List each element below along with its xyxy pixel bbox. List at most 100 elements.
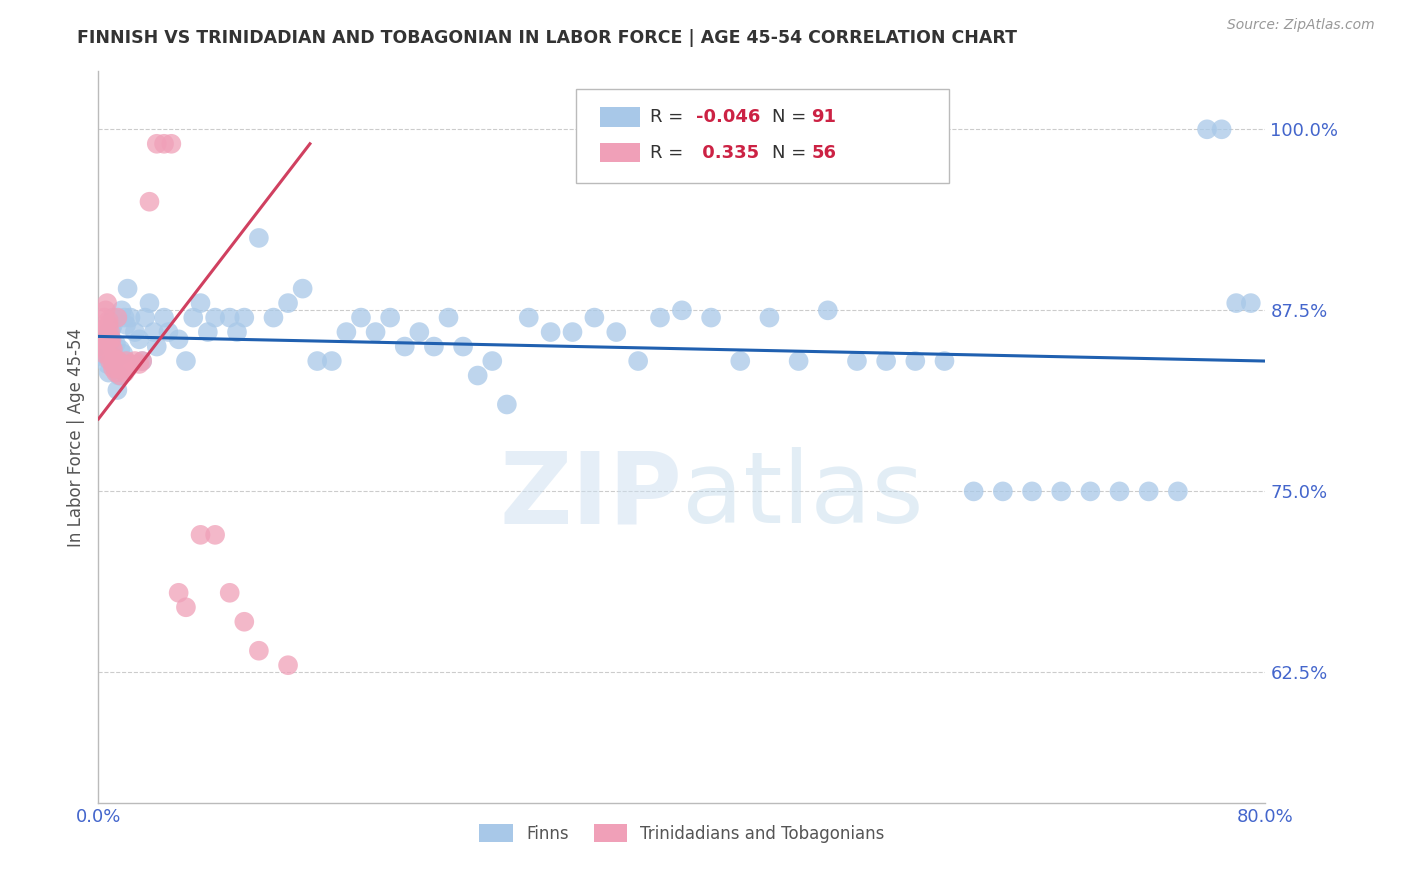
Point — [111, 303, 134, 318]
Point — [104, 366, 127, 380]
Point — [124, 354, 146, 368]
Point — [233, 310, 256, 325]
Point — [98, 332, 121, 346]
Point — [90, 325, 112, 339]
Point — [167, 332, 190, 346]
Text: N =: N = — [772, 108, 811, 126]
Text: 91: 91 — [811, 108, 837, 126]
Point — [197, 325, 219, 339]
Text: -0.046: -0.046 — [696, 108, 761, 126]
Point — [160, 136, 183, 151]
Point — [146, 340, 169, 354]
Point — [181, 310, 204, 325]
Point — [100, 322, 122, 336]
Point — [671, 303, 693, 318]
Text: R =: R = — [650, 144, 689, 161]
Point — [96, 296, 118, 310]
Point — [93, 347, 115, 361]
Point — [96, 357, 118, 371]
Point — [112, 347, 135, 361]
Point — [1137, 484, 1160, 499]
Point — [101, 318, 124, 332]
Point — [101, 357, 124, 371]
Point — [730, 354, 752, 368]
Point — [758, 310, 780, 325]
Point — [94, 325, 117, 339]
Point — [496, 397, 519, 411]
Point — [350, 310, 373, 325]
Point — [204, 310, 226, 325]
Point — [1211, 122, 1233, 136]
Text: R =: R = — [650, 108, 689, 126]
Point — [583, 310, 606, 325]
Point — [153, 136, 176, 151]
Point — [101, 310, 124, 325]
Point — [98, 325, 121, 339]
Point — [104, 361, 127, 376]
Point — [1108, 484, 1130, 499]
Point — [138, 296, 160, 310]
Point — [98, 354, 121, 368]
Point — [105, 383, 128, 397]
Point — [90, 332, 112, 346]
Point — [93, 332, 115, 346]
Point — [146, 136, 169, 151]
Point — [111, 357, 134, 371]
Point — [627, 354, 650, 368]
Point — [904, 354, 927, 368]
Point — [101, 343, 124, 357]
Text: Source: ZipAtlas.com: Source: ZipAtlas.com — [1227, 18, 1375, 32]
Point — [91, 340, 114, 354]
Point — [103, 351, 125, 366]
Point — [380, 310, 402, 325]
Point — [1225, 296, 1247, 310]
Point — [103, 357, 125, 371]
Point — [96, 347, 118, 361]
Point — [98, 328, 121, 343]
Point — [277, 296, 299, 310]
Point — [321, 354, 343, 368]
Point — [131, 354, 153, 368]
Point — [100, 332, 122, 346]
Point — [934, 354, 956, 368]
Point — [114, 366, 136, 380]
Point — [117, 282, 139, 296]
Point — [89, 332, 111, 346]
Point — [540, 325, 562, 339]
Point — [1240, 296, 1263, 310]
Point — [1021, 484, 1043, 499]
Point — [90, 347, 112, 361]
Point — [97, 366, 120, 380]
Text: 56: 56 — [811, 144, 837, 161]
Point — [94, 303, 117, 318]
Point — [105, 354, 128, 368]
Point — [115, 354, 138, 368]
Point — [120, 357, 142, 371]
Text: ZIP: ZIP — [499, 447, 682, 544]
Text: N =: N = — [772, 144, 811, 161]
Point — [467, 368, 489, 383]
Y-axis label: In Labor Force | Age 45-54: In Labor Force | Age 45-54 — [66, 327, 84, 547]
Point — [157, 325, 180, 339]
Point — [96, 332, 118, 346]
Point — [174, 600, 197, 615]
Point — [233, 615, 256, 629]
Point — [120, 310, 142, 325]
Point — [108, 354, 131, 368]
Point — [128, 332, 150, 346]
Point — [561, 325, 583, 339]
Point — [100, 340, 122, 354]
Point — [108, 368, 131, 383]
Point — [875, 354, 897, 368]
Point — [291, 282, 314, 296]
Point — [94, 351, 117, 366]
Point — [142, 325, 165, 339]
Point — [991, 484, 1014, 499]
Point — [1195, 122, 1218, 136]
Point — [103, 354, 125, 368]
Point — [408, 325, 430, 339]
Point — [307, 354, 329, 368]
Point — [105, 310, 128, 325]
Text: atlas: atlas — [682, 447, 924, 544]
Point — [128, 357, 150, 371]
